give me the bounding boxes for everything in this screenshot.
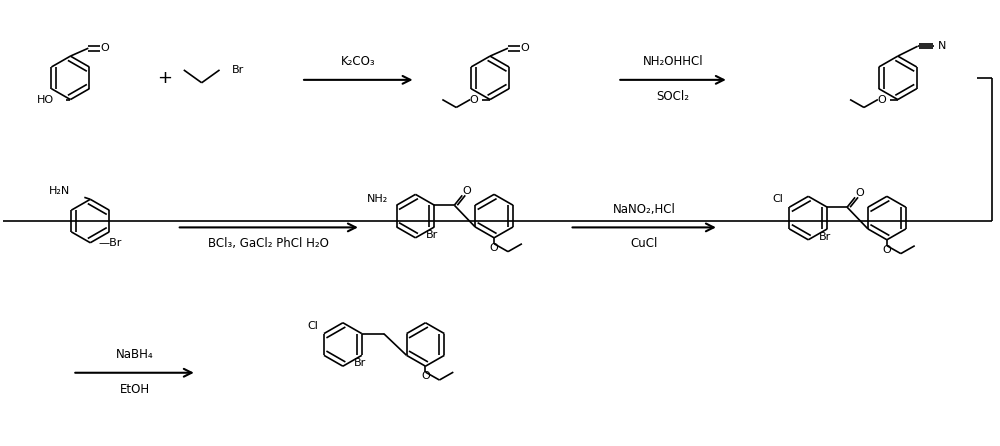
Text: O: O xyxy=(856,188,864,198)
Text: Br: Br xyxy=(354,358,366,368)
Text: O: O xyxy=(421,371,430,381)
Text: O: O xyxy=(520,43,529,53)
Text: Br: Br xyxy=(819,232,831,242)
Text: O: O xyxy=(101,43,110,53)
Text: K₂CO₃: K₂CO₃ xyxy=(341,55,376,68)
Text: O: O xyxy=(469,95,478,104)
Text: SOCl₂: SOCl₂ xyxy=(657,90,690,103)
Text: NaBH₄: NaBH₄ xyxy=(116,348,153,361)
Text: EtOH: EtOH xyxy=(119,383,150,396)
Text: O: O xyxy=(490,243,498,253)
Text: NH₂: NH₂ xyxy=(367,194,389,204)
Text: O: O xyxy=(883,245,891,255)
Text: CuCl: CuCl xyxy=(631,237,658,250)
Text: HO: HO xyxy=(37,95,54,104)
Text: Br: Br xyxy=(232,65,244,75)
Text: +: + xyxy=(157,69,172,87)
Text: H₂N: H₂N xyxy=(49,186,70,196)
Text: BCl₃, GaCl₂ PhCl H₂O: BCl₃, GaCl₂ PhCl H₂O xyxy=(208,237,329,250)
Text: N: N xyxy=(938,41,946,51)
Text: Cl: Cl xyxy=(772,194,783,204)
Text: NaNO₂,HCl: NaNO₂,HCl xyxy=(613,202,676,215)
Text: O: O xyxy=(877,95,886,104)
Text: NH₂OHHCl: NH₂OHHCl xyxy=(643,55,703,68)
Text: Br: Br xyxy=(426,230,439,240)
Text: O: O xyxy=(463,186,472,196)
Text: —Br: —Br xyxy=(98,238,122,248)
Text: Cl: Cl xyxy=(307,321,318,330)
